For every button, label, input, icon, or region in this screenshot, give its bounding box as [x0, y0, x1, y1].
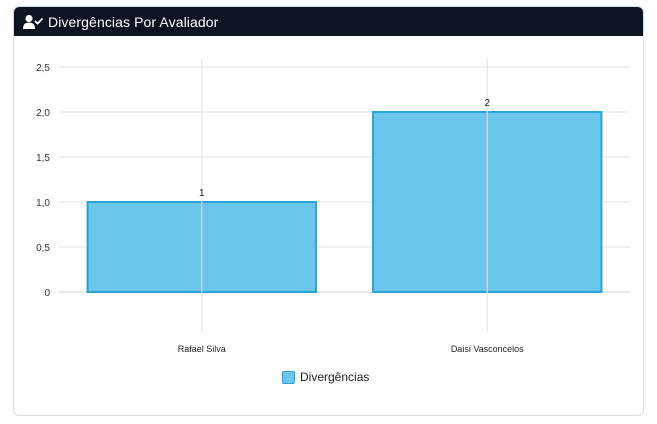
y-tick-label: 0,5 [36, 243, 50, 254]
data-label: 2 [484, 98, 490, 109]
legend-swatch [282, 370, 295, 384]
chart-legend[interactable]: Divergências [282, 370, 369, 384]
card-header: Divergências Por Avaliador [14, 7, 643, 36]
x-tick-label: Rafael Silva [178, 344, 226, 354]
y-tick-label: 0 [44, 288, 50, 299]
y-tick-label: 2,5 [36, 63, 50, 74]
user-check-icon [23, 14, 43, 30]
y-tick-label: 2,0 [36, 108, 50, 119]
y-tick-label: 1,5 [36, 153, 50, 164]
data-label: 1 [199, 188, 205, 199]
card-title: Divergências Por Avaliador [48, 13, 219, 30]
legend-label: Divergências [300, 370, 370, 384]
x-tick-label: Daisi Vasconcelos [451, 344, 524, 354]
y-tick-label: 1,0 [36, 198, 50, 209]
